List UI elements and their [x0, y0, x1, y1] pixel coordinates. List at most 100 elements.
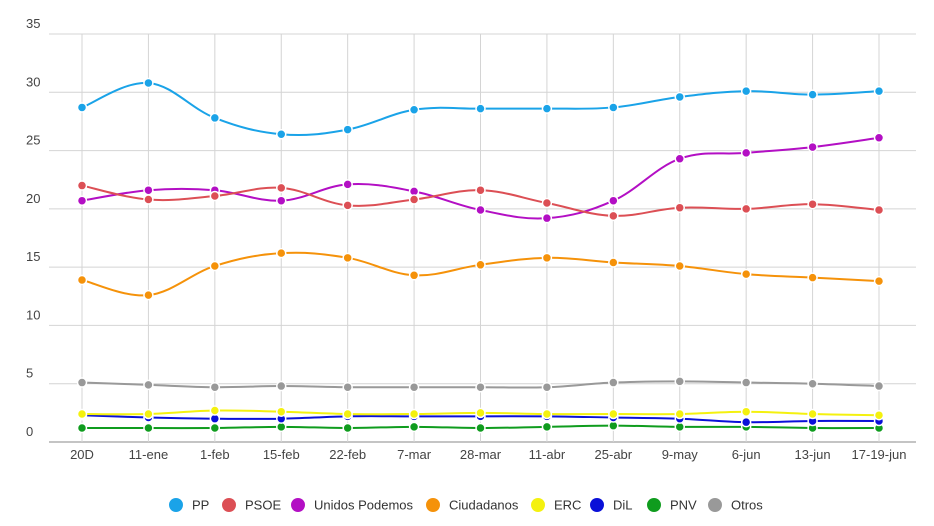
data-point[interactable]	[342, 422, 353, 434]
data-point[interactable]	[342, 252, 353, 264]
data-point[interactable]	[408, 194, 420, 205]
y-tick-label: 0	[26, 424, 33, 439]
data-point[interactable]	[209, 381, 221, 393]
data-point[interactable]	[408, 270, 420, 281]
data-point[interactable]	[674, 408, 685, 420]
data-point[interactable]	[608, 377, 619, 388]
data-point[interactable]	[674, 260, 685, 272]
data-point[interactable]	[276, 406, 287, 417]
legend-item-otros[interactable]: Otros	[708, 498, 763, 513]
legend-item-pnv[interactable]: PNV	[647, 498, 697, 513]
y-axis-ticks: 0 5 10 15 20 25 30 35	[26, 16, 40, 439]
data-point[interactable]	[541, 381, 553, 393]
data-point[interactable]	[873, 204, 885, 216]
data-point[interactable]	[276, 129, 287, 140]
data-point[interactable]	[608, 408, 619, 420]
data-point[interactable]	[76, 422, 88, 434]
data-point[interactable]	[674, 202, 685, 213]
data-point[interactable]	[76, 408, 88, 420]
data-point[interactable]	[873, 380, 885, 392]
data-point[interactable]	[873, 275, 885, 287]
data-point[interactable]	[608, 195, 619, 206]
data-point[interactable]	[408, 104, 420, 116]
data-point[interactable]	[807, 408, 818, 420]
data-point[interactable]	[276, 195, 287, 206]
legend-item-erc[interactable]: ERC	[531, 498, 581, 513]
data-point[interactable]	[76, 274, 88, 286]
legend-item-psoe[interactable]: PSOE	[222, 498, 281, 513]
data-point[interactable]	[76, 377, 88, 388]
data-point[interactable]	[475, 259, 486, 271]
data-point[interactable]	[674, 91, 685, 103]
data-point[interactable]	[209, 112, 221, 124]
data-point[interactable]	[740, 203, 752, 215]
data-point[interactable]	[873, 409, 885, 421]
x-tick-label: 11-abr	[529, 447, 566, 462]
data-point[interactable]	[408, 421, 420, 433]
data-point[interactable]	[608, 102, 619, 113]
data-point[interactable]	[541, 197, 553, 209]
data-point[interactable]	[541, 252, 553, 264]
data-point[interactable]	[143, 184, 154, 196]
data-point[interactable]	[209, 422, 221, 434]
data-point[interactable]	[475, 422, 486, 434]
data-point[interactable]	[740, 85, 752, 97]
data-point[interactable]	[873, 132, 885, 143]
legend-item-dil[interactable]: DiL	[590, 498, 633, 513]
data-point[interactable]	[475, 184, 486, 196]
data-point[interactable]	[408, 408, 420, 420]
data-point[interactable]	[408, 381, 420, 393]
data-point[interactable]	[342, 408, 353, 420]
data-point[interactable]	[740, 416, 752, 428]
data-point[interactable]	[143, 422, 154, 434]
series-pp	[76, 77, 885, 140]
data-point[interactable]	[807, 198, 818, 210]
data-point[interactable]	[740, 377, 752, 388]
data-point[interactable]	[740, 406, 752, 417]
data-point[interactable]	[209, 190, 221, 202]
data-point[interactable]	[276, 182, 287, 194]
series-otros	[76, 376, 885, 393]
data-point[interactable]	[342, 381, 353, 393]
data-point[interactable]	[475, 103, 486, 114]
legend-item-ciudadanos[interactable]: Ciudadanos	[426, 498, 519, 513]
legend-label: PNV	[670, 498, 697, 513]
data-point[interactable]	[674, 153, 685, 164]
data-point[interactable]	[209, 405, 221, 416]
legend-item-pp[interactable]: PP	[169, 498, 209, 513]
data-point[interactable]	[807, 378, 818, 389]
data-point[interactable]	[740, 147, 752, 159]
data-point[interactable]	[76, 180, 88, 191]
data-point[interactable]	[541, 103, 553, 114]
data-point[interactable]	[76, 102, 88, 113]
data-point[interactable]	[76, 195, 88, 206]
y-tick-label: 20	[26, 191, 40, 206]
data-point[interactable]	[143, 194, 154, 205]
data-point[interactable]	[475, 407, 486, 419]
data-point[interactable]	[807, 272, 818, 283]
data-point[interactable]	[873, 85, 885, 97]
data-point[interactable]	[674, 376, 685, 387]
data-point[interactable]	[143, 289, 154, 301]
data-point[interactable]	[342, 179, 353, 190]
data-point[interactable]	[608, 210, 619, 222]
data-point[interactable]	[143, 379, 154, 391]
data-point[interactable]	[541, 408, 553, 420]
data-point[interactable]	[541, 421, 553, 433]
series-psoe	[76, 180, 885, 222]
data-point[interactable]	[807, 89, 818, 100]
data-point[interactable]	[541, 212, 553, 224]
data-point[interactable]	[608, 257, 619, 268]
data-point[interactable]	[209, 260, 221, 272]
data-point[interactable]	[276, 247, 287, 259]
data-point[interactable]	[807, 141, 818, 153]
data-point[interactable]	[143, 77, 154, 89]
data-point[interactable]	[475, 204, 486, 216]
data-point[interactable]	[342, 200, 353, 211]
data-point[interactable]	[740, 268, 752, 280]
data-point[interactable]	[475, 381, 486, 393]
data-point[interactable]	[342, 124, 353, 135]
data-point[interactable]	[276, 380, 287, 392]
legend-item-unidos-podemos[interactable]: Unidos Podemos	[291, 498, 413, 513]
data-point[interactable]	[143, 408, 154, 420]
